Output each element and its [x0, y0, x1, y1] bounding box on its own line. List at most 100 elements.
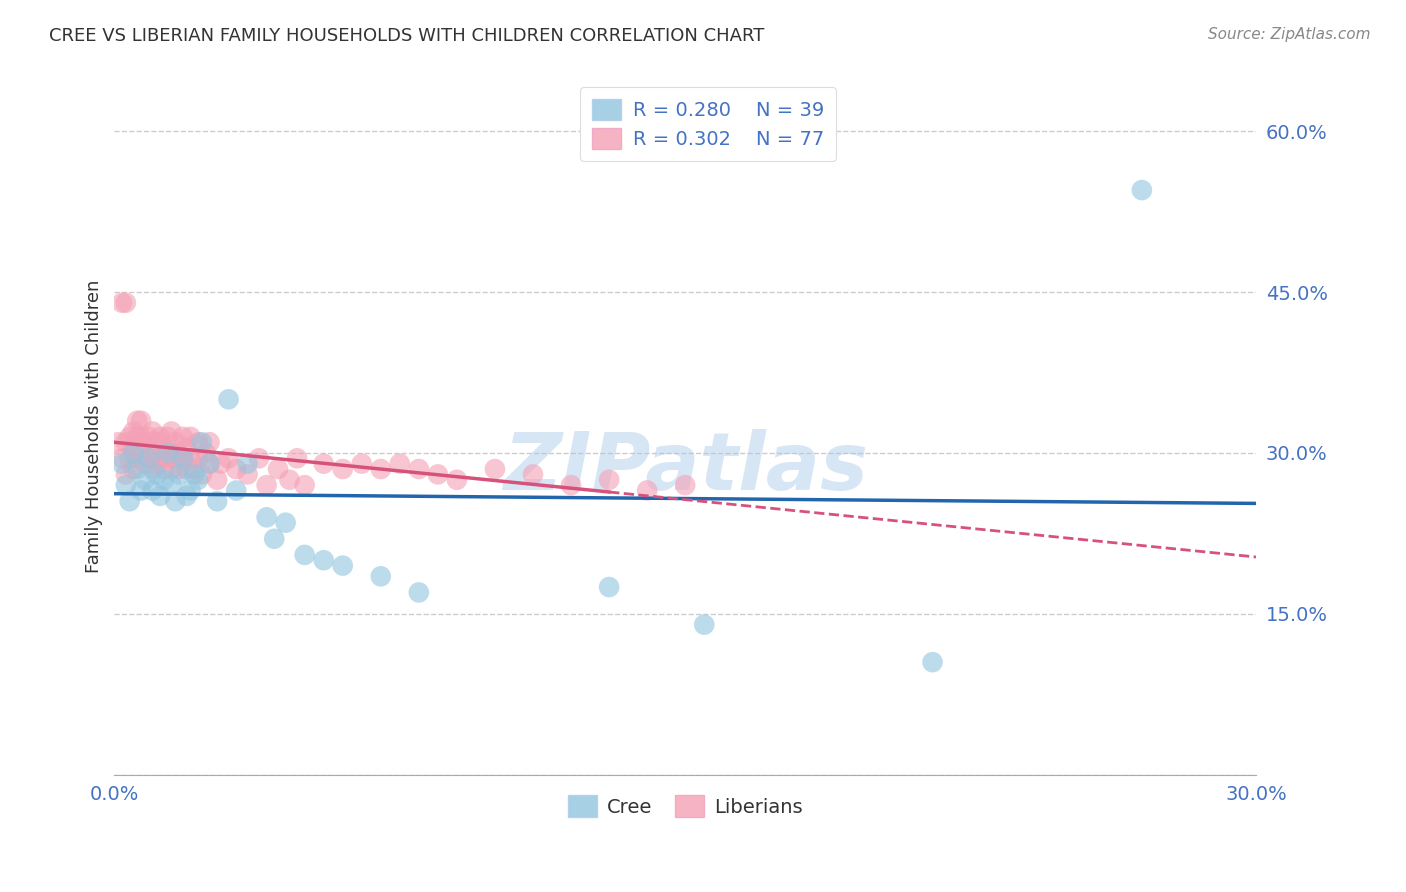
Point	[149, 451, 172, 466]
Point	[165, 494, 187, 508]
Point	[191, 435, 214, 450]
Point	[127, 462, 149, 476]
Point	[312, 553, 335, 567]
Point	[426, 467, 449, 482]
Point	[191, 467, 214, 482]
Point	[236, 457, 259, 471]
Point	[114, 478, 136, 492]
Point	[408, 585, 430, 599]
Point	[332, 462, 354, 476]
Point	[198, 435, 221, 450]
Point	[176, 441, 198, 455]
Point	[263, 532, 285, 546]
Point	[129, 446, 152, 460]
Point	[160, 478, 183, 492]
Point	[129, 414, 152, 428]
Point	[145, 457, 167, 471]
Point	[1130, 183, 1153, 197]
Point	[332, 558, 354, 573]
Point	[176, 462, 198, 476]
Point	[560, 478, 582, 492]
Point	[114, 295, 136, 310]
Point	[236, 467, 259, 482]
Point	[285, 451, 308, 466]
Point	[183, 467, 205, 482]
Point	[165, 435, 187, 450]
Point	[522, 467, 544, 482]
Point	[370, 569, 392, 583]
Point	[145, 435, 167, 450]
Point	[149, 489, 172, 503]
Point	[138, 451, 160, 466]
Legend: Cree, Liberians: Cree, Liberians	[560, 788, 810, 824]
Point	[350, 457, 373, 471]
Point	[180, 430, 202, 444]
Point	[256, 510, 278, 524]
Point	[172, 430, 194, 444]
Text: ZIPatlas: ZIPatlas	[503, 429, 868, 507]
Point	[127, 451, 149, 466]
Point	[141, 462, 163, 476]
Point	[636, 483, 658, 498]
Point	[122, 425, 145, 439]
Point	[114, 435, 136, 450]
Point	[122, 462, 145, 476]
Point	[187, 473, 209, 487]
Point	[294, 548, 316, 562]
Point	[183, 462, 205, 476]
Point	[187, 435, 209, 450]
Point	[278, 473, 301, 487]
Point	[312, 457, 335, 471]
Point	[138, 430, 160, 444]
Point	[107, 435, 129, 450]
Point	[134, 473, 156, 487]
Point	[153, 462, 176, 476]
Point	[134, 435, 156, 450]
Point	[165, 451, 187, 466]
Point	[693, 617, 716, 632]
Point	[598, 473, 620, 487]
Point	[127, 414, 149, 428]
Point	[160, 446, 183, 460]
Text: CREE VS LIBERIAN FAMILY HOUSEHOLDS WITH CHILDREN CORRELATION CHART: CREE VS LIBERIAN FAMILY HOUSEHOLDS WITH …	[49, 27, 765, 45]
Point	[180, 451, 202, 466]
Point	[111, 457, 134, 471]
Point	[141, 446, 163, 460]
Point	[180, 483, 202, 498]
Point	[156, 446, 179, 460]
Point	[118, 430, 141, 444]
Point	[187, 451, 209, 466]
Point	[598, 580, 620, 594]
Point	[484, 462, 506, 476]
Point	[153, 441, 176, 455]
Point	[209, 457, 232, 471]
Point	[129, 483, 152, 498]
Point	[160, 462, 183, 476]
Point	[408, 462, 430, 476]
Point	[921, 655, 943, 669]
Point	[156, 451, 179, 466]
Point	[198, 457, 221, 471]
Point	[370, 462, 392, 476]
Point	[129, 430, 152, 444]
Point	[149, 430, 172, 444]
Point	[218, 392, 240, 407]
Point	[145, 467, 167, 482]
Point	[122, 441, 145, 455]
Point	[141, 425, 163, 439]
Point	[134, 457, 156, 471]
Point	[225, 462, 247, 476]
Point	[446, 473, 468, 487]
Point	[198, 457, 221, 471]
Point	[194, 446, 217, 460]
Point	[218, 451, 240, 466]
Point	[122, 446, 145, 460]
Point	[267, 462, 290, 476]
Text: Source: ZipAtlas.com: Source: ZipAtlas.com	[1208, 27, 1371, 42]
Point	[172, 451, 194, 466]
Point	[114, 467, 136, 482]
Point	[172, 451, 194, 466]
Point	[160, 425, 183, 439]
Point	[205, 494, 228, 508]
Point	[256, 478, 278, 492]
